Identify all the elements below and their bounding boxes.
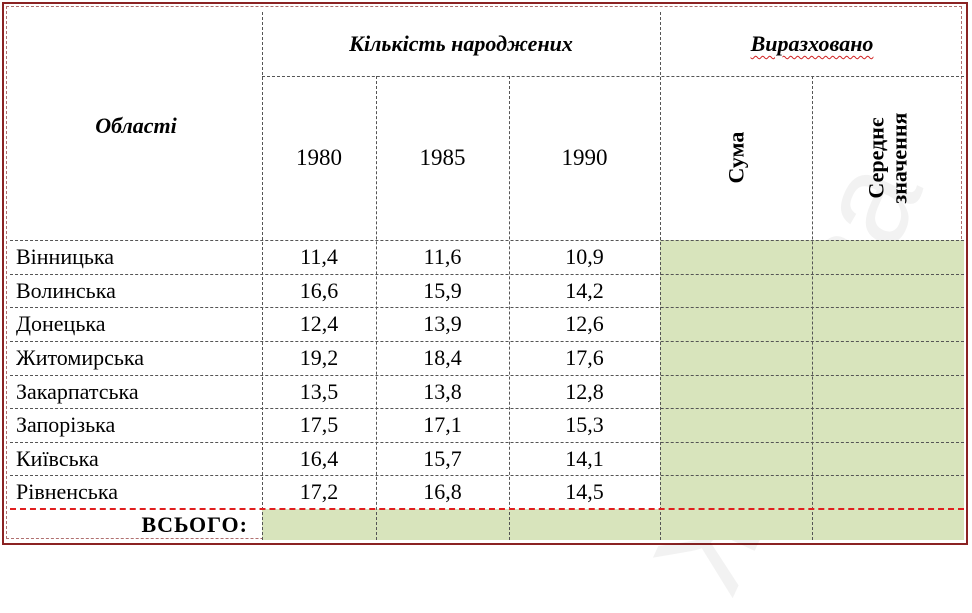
value-1985: 18,4 xyxy=(423,345,462,370)
region-cell: Закарпатська xyxy=(16,378,139,404)
total-separator-line xyxy=(10,508,964,510)
avg-cell[interactable] xyxy=(812,307,964,341)
region-cell: Київська xyxy=(16,445,99,471)
grid-vline xyxy=(376,76,377,540)
sum-cell[interactable] xyxy=(660,442,812,475)
header-regions: Області xyxy=(95,113,177,138)
value-1980: 17,5 xyxy=(299,412,339,437)
value-1990: 14,2 xyxy=(565,277,604,303)
sum-cell[interactable] xyxy=(660,307,812,341)
total-avg-cell[interactable] xyxy=(812,509,964,540)
outer-frame xyxy=(2,2,968,545)
avg-cell[interactable] xyxy=(812,341,964,375)
grid-hline xyxy=(10,274,964,275)
total-label: ВСЬОГО: xyxy=(141,511,248,537)
region-cell: Рівненська xyxy=(16,479,118,504)
value-1980: 19,2 xyxy=(299,345,339,370)
sum-cell[interactable] xyxy=(660,341,812,375)
avg-cell[interactable] xyxy=(812,240,964,274)
header-computed: Виразховано xyxy=(660,12,964,76)
header-sum: Сума xyxy=(660,76,812,240)
value-1990: 10,9 xyxy=(565,244,604,269)
value-1985: 15,7 xyxy=(423,445,462,471)
avg-cell[interactable] xyxy=(812,274,964,307)
value-1990: 12,8 xyxy=(565,378,604,404)
value-1985: 16,8 xyxy=(423,479,462,504)
value-1990: 17,6 xyxy=(565,345,604,370)
sum-cell[interactable] xyxy=(660,375,812,408)
grid-vline xyxy=(262,12,263,540)
value-1980: 17,2 xyxy=(299,479,339,504)
avg-cell[interactable] xyxy=(812,408,964,442)
total-1985-cell[interactable] xyxy=(376,509,509,540)
value-1990: 14,1 xyxy=(565,445,604,471)
total-sum-cell[interactable] xyxy=(660,509,812,540)
header-computed-text: Виразховано xyxy=(750,31,874,56)
value-1980: 16,4 xyxy=(299,445,339,471)
grid-hline xyxy=(10,307,964,308)
avg-cell[interactable] xyxy=(812,375,964,408)
value-1985: 11,6 xyxy=(423,244,462,269)
region-cell: Житомирська xyxy=(16,345,145,370)
grid-hline xyxy=(10,475,964,476)
avg-cell[interactable] xyxy=(812,475,964,509)
header-year-1980: 1980 xyxy=(296,145,342,170)
value-1990: 15,3 xyxy=(565,412,604,437)
grid-hline xyxy=(262,76,964,77)
value-1985: 17,1 xyxy=(423,412,462,437)
value-1980: 11,4 xyxy=(300,244,338,269)
grid-vline xyxy=(812,76,813,540)
header-sum-text: Сума xyxy=(723,132,749,184)
region-cell: Донецька xyxy=(16,311,106,336)
value-1985: 13,9 xyxy=(423,311,462,336)
value-1980: 13,5 xyxy=(299,378,339,404)
value-1990: 12,6 xyxy=(565,311,604,336)
header-avg: Середнє значення xyxy=(812,76,964,240)
total-1980-cell[interactable] xyxy=(262,509,376,540)
total-1990-cell[interactable] xyxy=(509,509,660,540)
value-1985: 15,9 xyxy=(423,277,462,303)
header-births: Кількість народжених xyxy=(349,31,573,56)
region-cell: Волинська xyxy=(16,277,116,303)
grid-hline xyxy=(10,442,964,443)
header-avg-text: Середнє значення xyxy=(863,112,912,204)
grid-hline xyxy=(10,341,964,342)
grid-vline xyxy=(509,76,510,540)
value-1980: 12,4 xyxy=(299,311,339,336)
region-cell: Вінницька xyxy=(16,244,115,269)
grid-hline xyxy=(10,375,964,376)
header-year-1985: 1985 xyxy=(419,145,466,170)
sum-cell[interactable] xyxy=(660,475,812,509)
grid-vline xyxy=(660,12,661,540)
sum-cell[interactable] xyxy=(660,274,812,307)
region-cell: Запорізька xyxy=(16,412,116,437)
sum-cell[interactable] xyxy=(660,240,812,274)
grid-hline xyxy=(10,240,964,241)
value-1985: 13,8 xyxy=(423,378,462,404)
value-1980: 16,6 xyxy=(299,277,339,303)
sum-cell[interactable] xyxy=(660,408,812,442)
header-avg-line1: Середнє xyxy=(863,117,889,199)
grid-hline xyxy=(10,408,964,409)
header-avg-line2: значення xyxy=(887,112,912,204)
avg-cell[interactable] xyxy=(812,442,964,475)
header-year-1990: 1990 xyxy=(561,145,608,170)
value-1990: 14,5 xyxy=(565,479,604,504)
